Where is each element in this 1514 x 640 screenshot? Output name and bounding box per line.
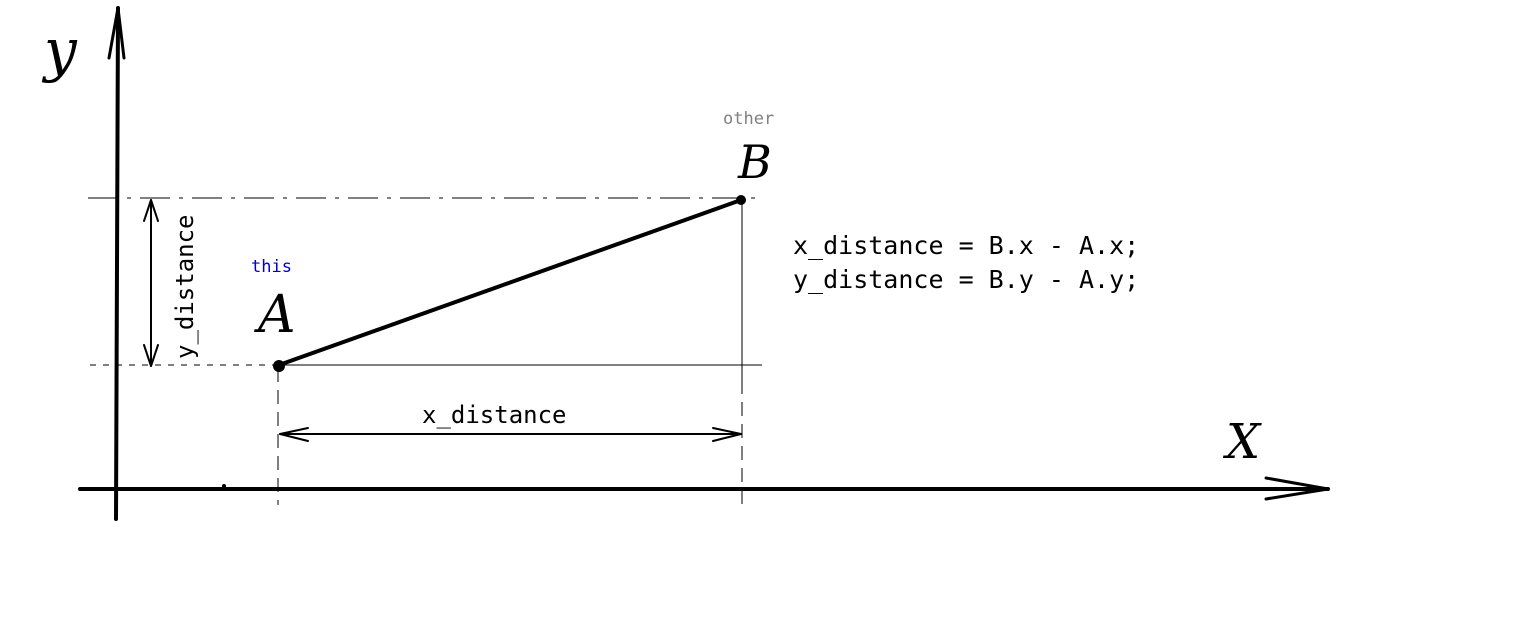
- y-axis-label: y: [41, 16, 78, 84]
- y-axis-arrowhead: [107, 6, 126, 60]
- y-distance-label: y_distance: [171, 215, 199, 360]
- point-a-tag: this: [251, 257, 292, 277]
- x-distance-label: x_distance: [422, 401, 567, 429]
- point-b-label: B: [737, 135, 772, 189]
- projection-lines: [88, 197, 762, 512]
- y-distance-arrowhead-top: [143, 199, 159, 222]
- y-distance-arrowhead-bottom: [143, 344, 159, 367]
- y-distance-dimension: y_distance: [143, 199, 199, 367]
- x-distance-arrowhead-right: [712, 427, 742, 442]
- point-a-dot: [273, 360, 285, 372]
- x-axis: [78, 476, 1330, 501]
- point-b-dot: [736, 195, 746, 205]
- point-a-label: A: [254, 285, 296, 345]
- formula-x-distance: x_distance = B.x - A.x;: [793, 231, 1139, 260]
- segment-ab: [277, 198, 743, 367]
- point-b-tag: other: [723, 109, 774, 129]
- y-axis: [107, 6, 126, 521]
- formula-y-distance: y_distance = B.y - A.y;: [793, 265, 1139, 294]
- x-distance-arrowhead-left: [279, 427, 309, 442]
- stray-dot: [222, 484, 226, 488]
- y-axis-line: [114, 6, 120, 521]
- formula-block: x_distance = B.x - A.x; y_distance = B.y…: [793, 231, 1139, 294]
- x-distance-dimension: x_distance: [279, 401, 742, 442]
- x-axis-label: X: [1222, 414, 1262, 470]
- x-axis-arrowhead: [1264, 476, 1330, 501]
